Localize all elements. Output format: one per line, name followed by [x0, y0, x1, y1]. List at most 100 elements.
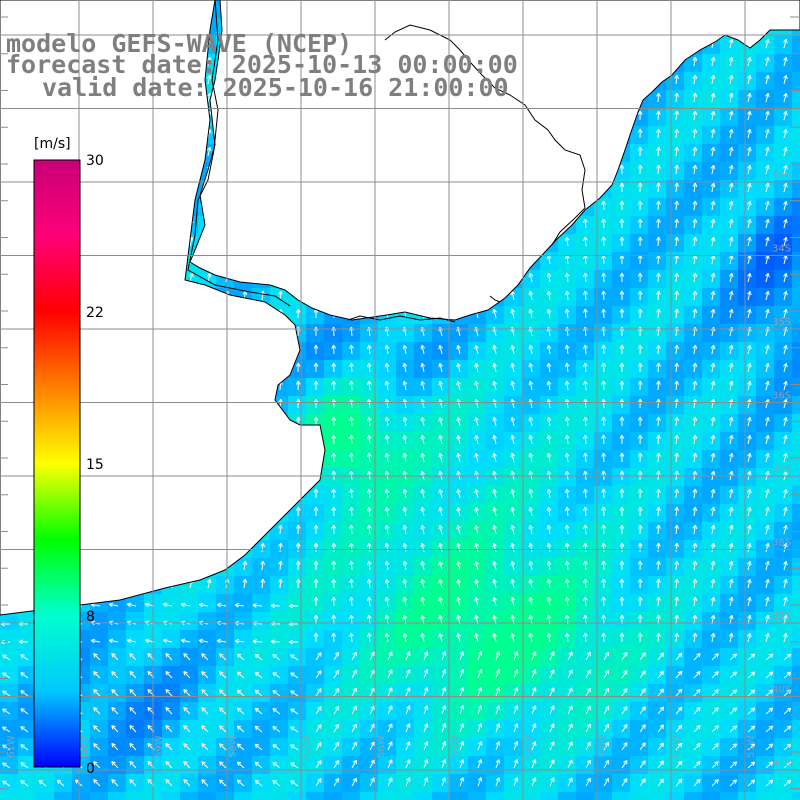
field-cell: [342, 486, 360, 504]
field-cell: [414, 648, 432, 666]
field-cell: [18, 792, 36, 800]
field-cell: [270, 666, 288, 684]
field-cell: [648, 252, 666, 270]
field-cell: [324, 378, 342, 396]
field-cell: [576, 414, 594, 432]
field-cell: [648, 90, 666, 108]
field-cell: [630, 234, 648, 252]
field-cell: [774, 234, 792, 252]
field-cell: [576, 450, 594, 468]
field-cell: [756, 594, 774, 612]
field-cell: [756, 576, 774, 594]
field-cell: [432, 648, 450, 666]
field-cell: [612, 612, 630, 630]
field-cell: [576, 774, 594, 792]
field-cell: [126, 756, 144, 774]
field-cell: [630, 324, 648, 342]
field-cell: [612, 630, 630, 648]
field-cell: [630, 468, 648, 486]
field-cell: [270, 720, 288, 738]
field-cell: [216, 594, 234, 612]
field-cell: [666, 198, 684, 216]
field-cell: [360, 360, 378, 378]
field-cell: [756, 108, 774, 126]
field-cell: [216, 612, 234, 630]
field-cell: [252, 684, 270, 702]
field-cell: [342, 612, 360, 630]
field-cell: [720, 720, 738, 738]
field-cell: [198, 630, 216, 648]
field-cell: [504, 756, 522, 774]
field-cell: [720, 558, 738, 576]
field-cell: [612, 720, 630, 738]
field-cell: [342, 774, 360, 792]
field-cell: [630, 432, 648, 450]
field-cell: [378, 666, 396, 684]
field-cell: [756, 288, 774, 306]
field-cell: [18, 612, 36, 630]
field-cell: [792, 108, 800, 126]
field-cell: [756, 216, 774, 234]
field-cell: [234, 648, 252, 666]
field-cell: [720, 324, 738, 342]
field-cell: [720, 126, 738, 144]
field-cell: [324, 522, 342, 540]
field-cell: [576, 720, 594, 738]
field-cell: [738, 198, 756, 216]
field-cell: [18, 684, 36, 702]
field-cell: [756, 558, 774, 576]
field-cell: [792, 468, 800, 486]
field-cell: [792, 270, 800, 288]
field-cell: [108, 720, 126, 738]
field-cell: [612, 270, 630, 288]
field-cell: [612, 414, 630, 432]
field-cell: [342, 702, 360, 720]
field-cell: [666, 468, 684, 486]
field-cell: [612, 216, 630, 234]
field-cell: [306, 594, 324, 612]
field-cell: [306, 504, 324, 522]
field-cell: [324, 756, 342, 774]
field-cell: [684, 774, 702, 792]
field-cell: [666, 270, 684, 288]
field-cell: [234, 576, 252, 594]
field-cell: [756, 252, 774, 270]
field-cell: [702, 486, 720, 504]
field-cell: [666, 180, 684, 198]
field-cell: [252, 648, 270, 666]
field-cell: [360, 792, 378, 800]
field-cell: [486, 666, 504, 684]
field-cell: [756, 360, 774, 378]
field-cell: [396, 720, 414, 738]
field-cell: [738, 468, 756, 486]
field-cell: [414, 738, 432, 756]
field-cell: [774, 36, 792, 54]
field-cell: [720, 288, 738, 306]
field-cell: [612, 738, 630, 756]
field-cell: [630, 270, 648, 288]
field-cell: [18, 756, 36, 774]
field-cell: [612, 756, 630, 774]
field-cell: [774, 594, 792, 612]
field-cell: [792, 378, 800, 396]
field-cell: [396, 684, 414, 702]
field-cell: [108, 702, 126, 720]
colorbar-tick-8: 8: [86, 609, 95, 625]
field-cell: [450, 648, 468, 666]
field-cell: [252, 756, 270, 774]
field-cell: [558, 558, 576, 576]
field-cell: [360, 558, 378, 576]
field-cell: [630, 396, 648, 414]
field-cell: [774, 558, 792, 576]
field-cell: [396, 774, 414, 792]
field-cell: [324, 576, 342, 594]
field-cell: [774, 288, 792, 306]
field-cell: [288, 594, 306, 612]
field-cell: [702, 252, 720, 270]
field-cell: [720, 270, 738, 288]
field-cell: [720, 630, 738, 648]
field-cell: [792, 432, 800, 450]
field-cell: [702, 126, 720, 144]
field-cell: [288, 558, 306, 576]
